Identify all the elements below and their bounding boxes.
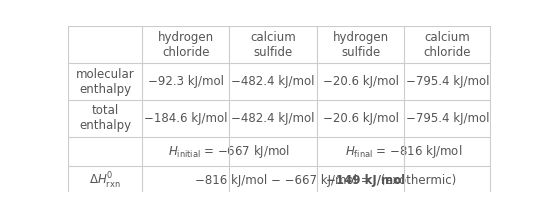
Text: −149 kJ/mol: −149 kJ/mol	[325, 174, 405, 187]
Text: hydrogen
sulfide: hydrogen sulfide	[332, 31, 389, 59]
Text: $H_{\mathrm{initial}}$ = −667 kJ/mol: $H_{\mathrm{initial}}$ = −667 kJ/mol	[168, 143, 290, 160]
Text: $\Delta H^0_{\mathrm{rxn}}$: $\Delta H^0_{\mathrm{rxn}}$	[89, 171, 121, 191]
Text: total
enthalpy: total enthalpy	[79, 104, 131, 132]
Text: −184.6 kJ/mol: −184.6 kJ/mol	[144, 112, 227, 125]
Text: hydrogen
chloride: hydrogen chloride	[158, 31, 214, 59]
Text: calcium
sulfide: calcium sulfide	[250, 31, 296, 59]
Text: −795.4 kJ/mol: −795.4 kJ/mol	[405, 112, 489, 125]
Text: molecular
enthalpy: molecular enthalpy	[76, 68, 135, 96]
Text: −482.4 kJ/mol: −482.4 kJ/mol	[232, 75, 315, 88]
Text: calcium
chloride: calcium chloride	[423, 31, 471, 59]
Text: $H_{\mathrm{final}}$ = −816 kJ/mol: $H_{\mathrm{final}}$ = −816 kJ/mol	[345, 143, 462, 160]
Text: −795.4 kJ/mol: −795.4 kJ/mol	[405, 75, 489, 88]
Text: (exothermic): (exothermic)	[377, 174, 456, 187]
Text: −20.6 kJ/mol: −20.6 kJ/mol	[323, 75, 398, 88]
Text: −816 kJ/mol − −667 kJ/mol =: −816 kJ/mol − −667 kJ/mol =	[195, 174, 375, 187]
Text: −482.4 kJ/mol: −482.4 kJ/mol	[232, 112, 315, 125]
Text: −20.6 kJ/mol: −20.6 kJ/mol	[323, 112, 398, 125]
Text: −92.3 kJ/mol: −92.3 kJ/mol	[148, 75, 224, 88]
